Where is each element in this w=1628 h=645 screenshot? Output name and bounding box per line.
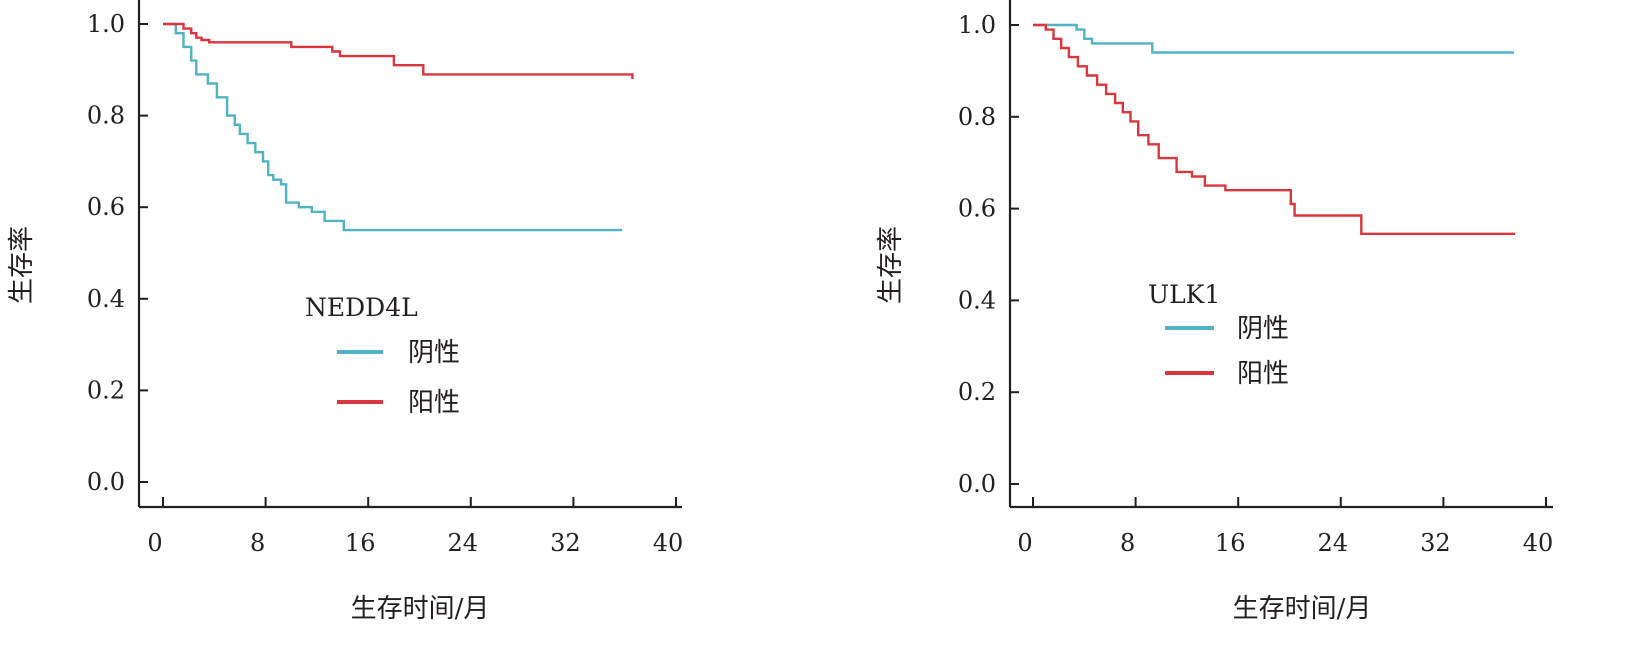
legend-label: 阴性	[1237, 314, 1289, 344]
survival-curve-positive	[163, 22, 634, 79]
y-tick-label: 0.0	[958, 470, 996, 498]
x-tick-label: 40	[653, 529, 684, 557]
y-axis-title: 生存率	[876, 226, 906, 304]
y-tick-label: 0.4	[958, 286, 996, 314]
x-tick-label: 16	[1215, 529, 1246, 557]
legend-label: 阳性	[1237, 359, 1289, 389]
x-axis-title: 生存时间/月	[351, 594, 490, 624]
x-tick-label: 32	[550, 529, 581, 557]
y-tick-label: 0.4	[87, 285, 125, 313]
survival-curve-negative	[163, 22, 623, 232]
y-tick-label: 0.8	[87, 102, 125, 130]
x-tick-label: 8	[1120, 529, 1135, 557]
y-axis-title: 生存率	[7, 226, 37, 304]
y-tick-label: 0.6	[87, 193, 125, 221]
x-tick-label: 24	[448, 529, 479, 557]
legend-label: 阴性	[408, 338, 460, 368]
y-tick-label: 0.2	[958, 378, 996, 406]
legend-title: NEDD4L	[305, 293, 418, 322]
x-tick-label: 24	[1318, 529, 1349, 557]
survival-curve-negative	[1033, 23, 1514, 54]
y-tick-label: 0.0	[87, 468, 125, 496]
y-tick-label: 1.0	[958, 11, 996, 39]
y-tick-label: 0.6	[958, 195, 996, 223]
x-tick-label: 0	[1017, 529, 1032, 557]
legend-title: ULK1	[1148, 280, 1220, 309]
x-tick-label: 0	[147, 529, 162, 557]
survival-curve-positive	[1033, 23, 1516, 235]
y-tick-label: 0.2	[87, 376, 125, 404]
legend-label: 阳性	[408, 388, 460, 418]
x-tick-label: 40	[1523, 529, 1554, 557]
x-tick-label: 16	[345, 529, 376, 557]
y-tick-label: 1.0	[87, 10, 125, 38]
nedd4l-survival-chart: 0.0 0.2 0.4 0.6 0.8 1.0 0 8 16 24 32 40 生存时间/月 生存率 NED…	[7, 0, 683, 624]
y-tick-label: 0.8	[958, 103, 996, 131]
x-tick-label: 32	[1420, 529, 1451, 557]
x-tick-label: 8	[250, 529, 265, 557]
x-axis-title: 生存时间/月	[1233, 594, 1372, 624]
ulk1-survival-chart: 0.0 0.2 0.4 0.6 0.8 1.0 0 8 16 24 32 40 生存时间/月 生存率 ULK…	[876, 0, 1553, 624]
